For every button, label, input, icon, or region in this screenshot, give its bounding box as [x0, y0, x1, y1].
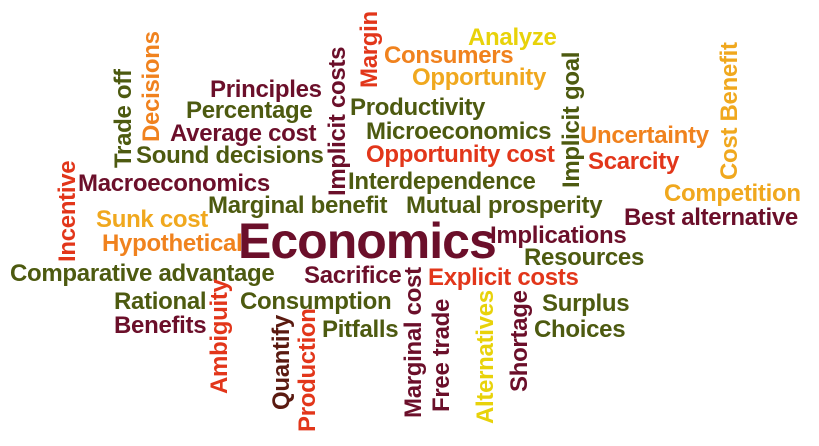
word-pitfalls: Pitfalls: [322, 316, 399, 343]
word-best-alternative: Best alternative: [624, 204, 798, 231]
word-analyze: Analyze: [468, 24, 557, 51]
word-opportunity-cost: Opportunity cost: [366, 141, 555, 168]
word-choices: Choices: [534, 316, 626, 343]
word-interdependence: Interdependence: [348, 168, 536, 195]
word-marginal-cost: Marginal cost: [400, 267, 427, 418]
word-production: Production: [294, 308, 321, 432]
word-quantify: Quantify: [268, 315, 295, 410]
word-hypothetical: Hypothetical: [102, 230, 243, 257]
word-comparative-advantage: Comparative advantage: [10, 260, 275, 287]
word-microeconomics: Microeconomics: [366, 118, 552, 145]
word-sound-decisions: Sound decisions: [136, 142, 324, 169]
word-scarcity: Scarcity: [588, 148, 679, 175]
word-benefits: Benefits: [114, 312, 207, 339]
word-implicit-goal: Implicit goal: [558, 51, 585, 188]
word-cost-benefit: Cost Benefit: [716, 42, 743, 180]
word-alternatives: Alternatives: [472, 290, 499, 424]
word-productivity: Productivity: [350, 94, 486, 121]
word-free-trade: Free trade: [428, 298, 455, 412]
word-average-cost: Average cost: [170, 120, 317, 147]
word-opportunity: Opportunity: [412, 64, 547, 91]
word-macroeconomics: Macroeconomics: [78, 170, 270, 197]
word-consumption: Consumption: [240, 288, 392, 315]
word-surplus: Surplus: [542, 290, 630, 317]
word-sunk-cost: Sunk cost: [96, 206, 208, 233]
word-consumers: Consumers: [384, 42, 514, 69]
word-incentive: Incentive: [54, 160, 81, 262]
word-economics: Economics: [238, 213, 497, 269]
word-trade-off: Trade off: [110, 69, 137, 168]
word-rational: Rational: [114, 288, 207, 315]
word-explicit-costs: Explicit costs: [428, 264, 579, 291]
word-principles: Principles: [210, 76, 322, 103]
word-implications: Implications: [490, 222, 627, 249]
word-margin: Margin: [356, 11, 383, 88]
word-implicit-costs: Implicit costs: [324, 46, 351, 196]
word-decisions: Decisions: [138, 31, 165, 142]
word-competition: Competition: [664, 180, 801, 207]
word-shortage: Shortage: [506, 290, 533, 392]
word-percentage: Percentage: [186, 97, 313, 124]
word-sacrifice: Sacrifice: [304, 262, 402, 289]
word-resources: Resources: [524, 244, 645, 271]
word-marginal-benefit: Marginal benefit: [208, 192, 388, 219]
word-ambiguity: Ambiguity: [206, 279, 233, 394]
word-mutual-prosperity: Mutual prosperity: [406, 192, 603, 219]
word-uncertainty: Uncertainty: [580, 122, 709, 149]
